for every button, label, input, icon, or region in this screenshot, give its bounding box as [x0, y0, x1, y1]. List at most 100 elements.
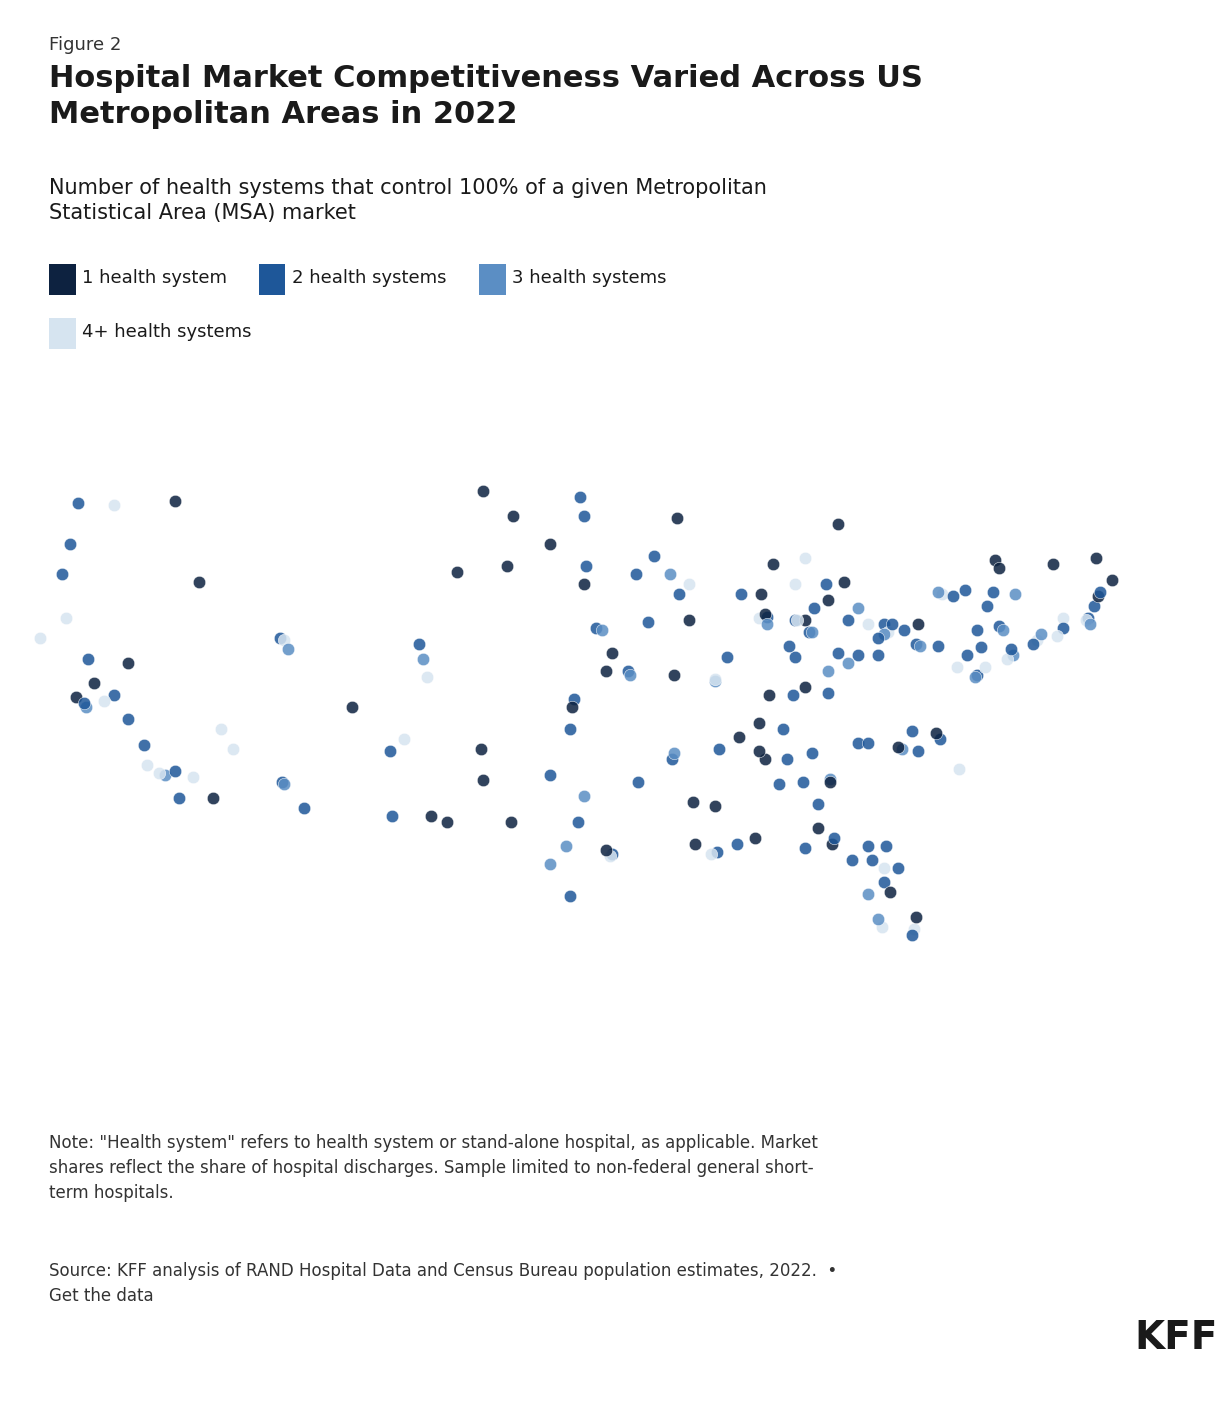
Point — [556, 834, 576, 857]
Point — [565, 687, 584, 710]
Text: Number of health systems that control 100% of a given Metropolitan
Statistical A: Number of health systems that control 10… — [49, 178, 766, 222]
Point — [971, 636, 991, 659]
Point — [1043, 553, 1063, 576]
Point — [843, 848, 863, 871]
Point — [759, 683, 778, 706]
Point — [166, 759, 185, 781]
Point — [274, 627, 294, 650]
Point — [600, 844, 620, 867]
Point — [68, 491, 88, 513]
Text: 4+ health systems: 4+ health systems — [82, 324, 251, 341]
Point — [661, 747, 681, 770]
Point — [872, 915, 892, 938]
Point — [170, 787, 189, 810]
Point — [983, 580, 1003, 603]
Point — [680, 573, 699, 596]
Point — [597, 838, 616, 861]
Point — [56, 606, 76, 629]
Point — [878, 620, 898, 643]
Point — [104, 493, 123, 516]
Point — [908, 739, 927, 761]
Point — [1077, 609, 1097, 632]
Point — [1053, 606, 1072, 629]
Point — [859, 834, 878, 857]
Point — [503, 505, 522, 528]
Point — [955, 579, 975, 602]
Point — [471, 737, 490, 760]
Point — [1085, 595, 1104, 617]
Point — [777, 747, 797, 770]
Point — [660, 563, 680, 586]
Point — [183, 766, 203, 789]
Point — [803, 620, 822, 643]
Point — [910, 635, 930, 657]
Point — [828, 642, 848, 665]
Point — [540, 853, 560, 876]
Point — [603, 642, 622, 665]
Point — [778, 635, 798, 657]
Point — [664, 665, 683, 687]
Point — [986, 549, 1005, 572]
Point — [394, 727, 414, 750]
Point — [888, 857, 908, 880]
Point — [819, 660, 838, 683]
Point — [1024, 632, 1043, 655]
Point — [838, 652, 858, 674]
Point — [571, 485, 590, 508]
Point — [908, 612, 927, 635]
Point — [784, 573, 804, 596]
Point — [166, 489, 185, 512]
Point — [156, 763, 176, 786]
Point — [560, 884, 580, 907]
Point — [875, 622, 894, 645]
Point — [30, 626, 50, 649]
Point — [799, 620, 819, 643]
Point — [784, 646, 804, 669]
Point — [104, 683, 123, 706]
Point — [809, 793, 828, 816]
Point — [1003, 645, 1022, 667]
Point — [1087, 546, 1107, 569]
Point — [417, 666, 437, 689]
Point — [967, 665, 987, 687]
Point — [717, 646, 737, 669]
Point — [342, 696, 361, 719]
Point — [560, 717, 580, 740]
Point — [809, 817, 828, 840]
Point — [794, 837, 814, 860]
Point — [859, 883, 878, 906]
Point — [118, 707, 138, 730]
Point — [906, 906, 926, 928]
Point — [948, 656, 967, 679]
Point — [1031, 622, 1050, 645]
Point — [927, 635, 947, 657]
Point — [882, 612, 902, 635]
Point — [597, 660, 616, 683]
Point — [769, 773, 788, 796]
Point — [638, 610, 658, 633]
Point — [989, 556, 1009, 579]
Point — [705, 794, 725, 817]
Point — [745, 827, 765, 850]
Point — [758, 612, 777, 635]
Point — [603, 843, 622, 866]
Point — [822, 833, 842, 856]
Point — [223, 737, 243, 760]
Point — [805, 596, 825, 619]
Point — [749, 712, 769, 734]
Point — [189, 570, 209, 593]
Text: KFF: KFF — [1135, 1319, 1218, 1358]
Point — [967, 619, 987, 642]
Point — [204, 787, 223, 810]
Point — [1081, 612, 1100, 635]
Point — [755, 747, 775, 770]
Point — [569, 811, 588, 834]
Point — [930, 727, 949, 750]
Point — [1047, 625, 1066, 647]
Text: 1 health system: 1 health system — [82, 270, 227, 287]
Point — [927, 580, 947, 603]
Point — [683, 791, 703, 814]
Point — [626, 563, 645, 586]
Point — [379, 739, 399, 761]
Point — [926, 722, 946, 744]
